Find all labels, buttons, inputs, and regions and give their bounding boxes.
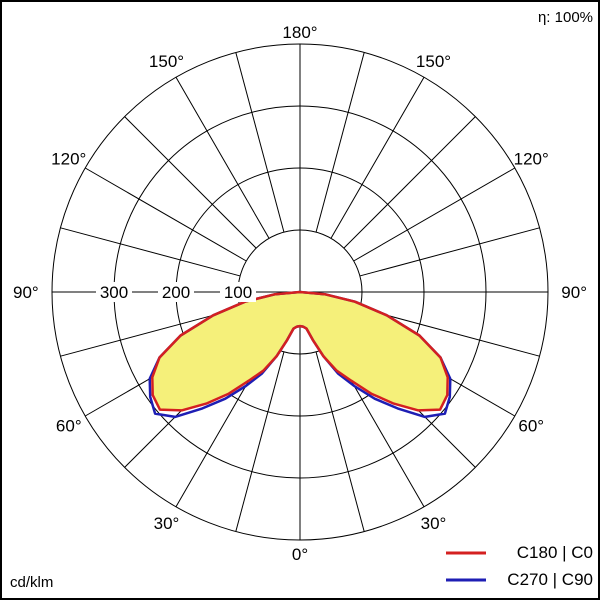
radial-tick-label: 300 [100, 283, 128, 302]
angle-label: 150° [416, 52, 451, 71]
grid-circle [51, 43, 549, 541]
angle-label: 60° [518, 417, 544, 436]
angle-label: 60° [56, 417, 82, 436]
grid-spoke [84, 167, 247, 262]
angle-label: 150° [149, 52, 184, 71]
angle-label: 180° [282, 23, 317, 42]
grid-spoke [353, 167, 516, 262]
angle-label: 30° [421, 514, 447, 533]
axis-labels: 100 200 300 180° 150° 150° 120° 120° 90° 90° 60° 60… [13, 23, 587, 564]
grid-spoke [175, 76, 270, 239]
angle-label: 90° [561, 283, 587, 302]
grid-spoke [235, 52, 285, 233]
grid-spoke [330, 76, 425, 239]
efficiency-label: η: 100% [538, 9, 593, 26]
grid-spoke [359, 227, 540, 277]
legend-entry: C270 | C90 [507, 570, 593, 589]
angle-label: 90° [13, 283, 39, 302]
intensity-fill [152, 292, 448, 411]
radial-tick-label-bg [158, 282, 194, 302]
radial-tick-label: 200 [162, 283, 190, 302]
radial-tick-label: 100 [224, 283, 252, 302]
series-c180-c0-line [151, 290, 449, 412]
grid-spoke [235, 351, 285, 532]
grid-spoke [315, 351, 365, 532]
angle-label: 30° [154, 514, 180, 533]
intensity-curves [148, 290, 452, 419]
legend: C180 | C0 C270 | C90 [446, 543, 593, 589]
grid-spoke [343, 116, 476, 249]
grid-spoke [315, 52, 365, 233]
legend-entry: C180 | C0 [517, 543, 593, 562]
angle-label: 120° [514, 150, 549, 169]
angle-label: 0° [292, 545, 308, 564]
radial-tick-label-bg [220, 282, 256, 302]
grid-spoke [124, 116, 257, 249]
angle-label: 120° [51, 150, 86, 169]
units-label: cd/klm [10, 574, 53, 591]
grid-spoke [60, 227, 241, 277]
radial-tick-label-bg [96, 282, 132, 302]
